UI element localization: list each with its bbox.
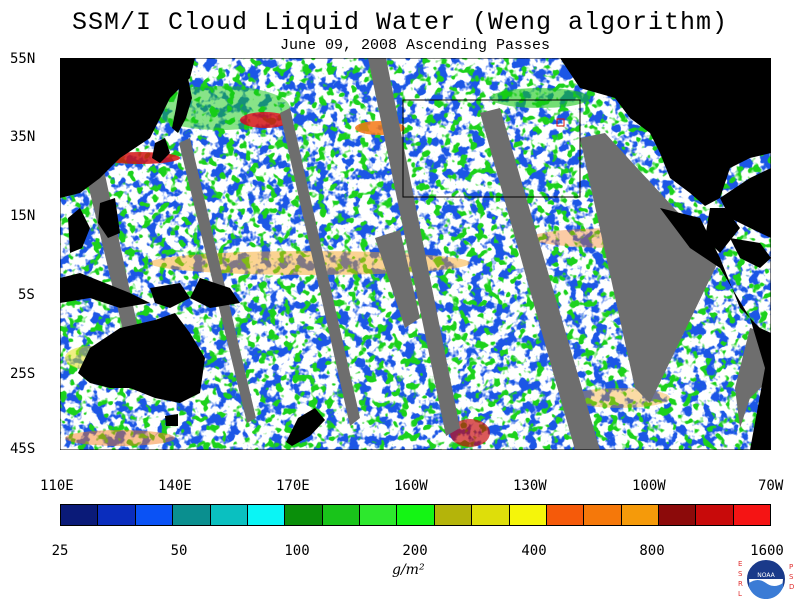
- lon-label: 110E: [40, 478, 74, 494]
- map-subtitle: June 09, 2008 Ascending Passes: [279, 37, 551, 54]
- cloud-liquid-water-map: [60, 58, 771, 450]
- lon-label: 170E: [276, 478, 310, 494]
- logo-left-letter: S: [738, 570, 743, 578]
- lon-label: 100W: [632, 478, 666, 494]
- inset-marker: [556, 118, 565, 127]
- colorbar-swatch: [61, 505, 99, 525]
- colorbar-swatch: [210, 505, 248, 525]
- lon-label: 140E: [158, 478, 192, 494]
- lat-label: 15N: [10, 208, 36, 224]
- colorbar-swatch: [285, 505, 323, 525]
- noaa-esrl-psd-logo: NOAA E S R L P S D: [738, 560, 794, 599]
- colorbar-swatch: [659, 505, 697, 525]
- logo-right-letter: D: [789, 583, 794, 591]
- colorbar-swatch: [509, 505, 547, 525]
- land-masses: [60, 58, 771, 450]
- colorbar-swatch: [472, 505, 510, 525]
- lat-label: 35N: [10, 129, 36, 145]
- colorbar-tick-label: 100: [284, 543, 310, 559]
- lat-label: 45S: [10, 441, 36, 457]
- unit-label: g/m²: [392, 562, 425, 578]
- lat-label: 5S: [18, 287, 35, 303]
- logo-left-letter: E: [738, 560, 742, 568]
- colorbar-swatch: [621, 505, 659, 525]
- colorbar-swatch: [434, 505, 473, 525]
- colorbar-tick-label: 1600: [750, 543, 784, 559]
- lon-label: 130W: [513, 478, 547, 494]
- svg-text:NOAA: NOAA: [757, 572, 775, 579]
- logo-right-letter: P: [789, 563, 793, 571]
- colorbar-swatch: [584, 505, 622, 525]
- colorbar-tick-label: 25: [51, 543, 69, 559]
- lat-label: 25S: [10, 366, 36, 382]
- colorbar-tick-label: 200: [402, 543, 428, 559]
- colorbar-swatch: [247, 505, 286, 525]
- colorbar-swatch: [696, 505, 734, 525]
- no-data-swaths: [88, 58, 771, 450]
- lat-label: 55N: [10, 51, 36, 67]
- colorbar-swatch: [173, 505, 211, 525]
- logo-right-letter: S: [789, 573, 794, 581]
- colorbar-swatch: [135, 505, 174, 525]
- inset-box: [402, 99, 581, 198]
- colorbar-tick-label: 400: [521, 543, 547, 559]
- land-masses-east: [720, 168, 771, 268]
- colorbar-tick-label: 50: [170, 543, 188, 559]
- colorbar-tick-label: 800: [639, 543, 665, 559]
- colorbar-swatch: [98, 505, 136, 525]
- lon-label: 160W: [394, 478, 428, 494]
- colorbar-swatch: [322, 505, 360, 525]
- colorbar-swatch: [397, 505, 435, 525]
- logo-left-letter: L: [738, 590, 742, 598]
- colorbar-swatch: [546, 505, 585, 525]
- color-bar: [60, 504, 771, 526]
- logo-left-letter: R: [738, 580, 743, 588]
- colorbar-swatch: [733, 505, 771, 525]
- map-title: SSM/I Cloud Liquid Water (Weng algorithm…: [71, 8, 729, 37]
- colorbar-swatch: [360, 505, 398, 525]
- lon-label: 70W: [758, 478, 784, 494]
